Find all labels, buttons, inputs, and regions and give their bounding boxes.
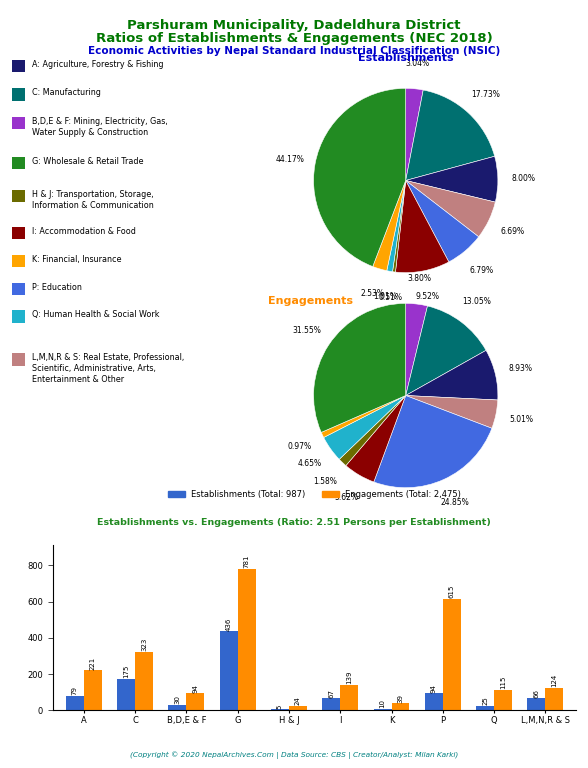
Text: 9.52%: 9.52% <box>416 292 440 301</box>
Text: 44.17%: 44.17% <box>275 154 304 164</box>
Bar <box>322 698 340 710</box>
Bar <box>443 599 461 710</box>
Text: 24.85%: 24.85% <box>440 498 469 508</box>
Text: 436: 436 <box>226 617 232 631</box>
Bar <box>392 703 409 710</box>
Bar <box>66 696 83 710</box>
Bar <box>168 705 186 710</box>
Text: Establishments vs. Engagements (Ratio: 2.51 Persons per Establishment): Establishments vs. Engagements (Ratio: 2… <box>97 518 491 528</box>
Wedge shape <box>406 90 495 180</box>
Text: 94: 94 <box>192 684 198 693</box>
Text: 115: 115 <box>500 675 506 689</box>
Text: 4.65%: 4.65% <box>298 459 322 468</box>
Text: 139: 139 <box>346 671 352 684</box>
Wedge shape <box>313 88 406 266</box>
Text: 10: 10 <box>380 699 386 708</box>
Wedge shape <box>323 396 406 459</box>
Text: Ratios of Establishments & Engagements (NEC 2018): Ratios of Establishments & Engagements (… <box>96 32 492 45</box>
Text: Engagements: Engagements <box>268 296 353 306</box>
Text: 8.93%: 8.93% <box>509 364 533 373</box>
Bar <box>135 652 153 710</box>
Bar <box>373 709 392 710</box>
Text: 13.05%: 13.05% <box>463 297 492 306</box>
Text: Economic Activities by Nepal Standard Industrial Classification (NSIC): Economic Activities by Nepal Standard In… <box>88 46 500 56</box>
Bar <box>117 679 135 710</box>
Bar <box>83 670 102 710</box>
Wedge shape <box>387 180 406 272</box>
Text: 5.01%: 5.01% <box>509 415 533 424</box>
Bar <box>527 698 546 710</box>
Text: 175: 175 <box>123 664 129 678</box>
Text: 2.53%: 2.53% <box>360 289 385 298</box>
Text: 124: 124 <box>552 674 557 687</box>
Text: Q: Human Health & Social Work: Q: Human Health & Social Work <box>32 310 159 319</box>
Text: Parshuram Municipality, Dadeldhura District: Parshuram Municipality, Dadeldhura Distr… <box>127 19 461 32</box>
Text: 0.97%: 0.97% <box>287 442 311 451</box>
Text: A: Agriculture, Forestry & Fishing: A: Agriculture, Forestry & Fishing <box>32 60 163 69</box>
Text: 24: 24 <box>295 697 301 705</box>
Wedge shape <box>406 180 495 237</box>
Bar <box>238 568 256 710</box>
Text: 67: 67 <box>328 689 334 697</box>
Wedge shape <box>321 396 406 438</box>
Text: L,M,N,R & S: Real Estate, Professional,
Scientific, Administrative, Arts,
Entert: L,M,N,R & S: Real Estate, Professional, … <box>32 353 184 385</box>
Text: K: Financial, Insurance: K: Financial, Insurance <box>32 255 121 264</box>
Text: 3.80%: 3.80% <box>407 274 432 283</box>
Text: 1.58%: 1.58% <box>313 477 337 486</box>
Wedge shape <box>406 350 498 400</box>
Text: 323: 323 <box>141 637 147 651</box>
Wedge shape <box>406 180 479 262</box>
Text: P: Education: P: Education <box>32 283 82 292</box>
Text: 615: 615 <box>449 584 455 598</box>
Bar <box>289 706 307 710</box>
Text: 31.55%: 31.55% <box>293 326 322 336</box>
Legend: Establishments (Total: 987), Engagements (Total: 2,475): Establishments (Total: 987), Engagements… <box>165 487 465 502</box>
Wedge shape <box>406 306 486 396</box>
Bar <box>340 685 358 710</box>
Text: 30: 30 <box>174 695 181 704</box>
Text: G: Wholesale & Retail Trade: G: Wholesale & Retail Trade <box>32 157 143 166</box>
Wedge shape <box>406 303 427 396</box>
Bar <box>186 694 204 710</box>
Text: 221: 221 <box>90 657 96 670</box>
Text: (Copyright © 2020 NepalArchives.Com | Data Source: CBS | Creator/Analyst: Milan : (Copyright © 2020 NepalArchives.Com | Da… <box>130 751 458 759</box>
Text: C: Manufacturing: C: Manufacturing <box>32 88 101 98</box>
Wedge shape <box>313 303 406 432</box>
Text: 66: 66 <box>533 689 539 697</box>
Text: B,D,E & F: Mining, Electricity, Gas,
Water Supply & Construction: B,D,E & F: Mining, Electricity, Gas, Wat… <box>32 117 168 137</box>
Text: 25: 25 <box>482 697 488 705</box>
Text: 94: 94 <box>431 684 437 693</box>
Text: 781: 781 <box>243 554 249 568</box>
Wedge shape <box>373 180 406 270</box>
Text: 39: 39 <box>397 694 403 703</box>
Bar <box>476 706 494 710</box>
Text: 17.73%: 17.73% <box>472 90 500 98</box>
Bar <box>425 694 443 710</box>
Wedge shape <box>374 396 492 488</box>
Text: H & J: Transportation, Storage,
Information & Communication: H & J: Transportation, Storage, Informat… <box>32 190 153 210</box>
Bar <box>494 690 512 710</box>
Wedge shape <box>339 396 406 465</box>
Wedge shape <box>396 180 449 273</box>
Text: 5.62%: 5.62% <box>334 493 358 502</box>
Text: 3.04%: 3.04% <box>405 58 429 68</box>
Bar <box>220 631 238 710</box>
Text: I: Accommodation & Food: I: Accommodation & Food <box>32 227 136 236</box>
Text: 8.00%: 8.00% <box>512 174 536 184</box>
Text: 5: 5 <box>277 704 283 709</box>
Text: 0.51%: 0.51% <box>379 293 403 302</box>
Wedge shape <box>346 396 406 482</box>
Text: 6.69%: 6.69% <box>500 227 524 236</box>
Wedge shape <box>406 156 498 202</box>
Text: 79: 79 <box>72 687 78 695</box>
Text: 6.79%: 6.79% <box>470 266 494 275</box>
Bar <box>546 688 563 710</box>
Wedge shape <box>406 88 423 180</box>
Title: Establishments: Establishments <box>358 53 453 63</box>
Wedge shape <box>393 180 406 272</box>
Text: 1.01%: 1.01% <box>373 292 397 301</box>
Wedge shape <box>406 396 498 429</box>
